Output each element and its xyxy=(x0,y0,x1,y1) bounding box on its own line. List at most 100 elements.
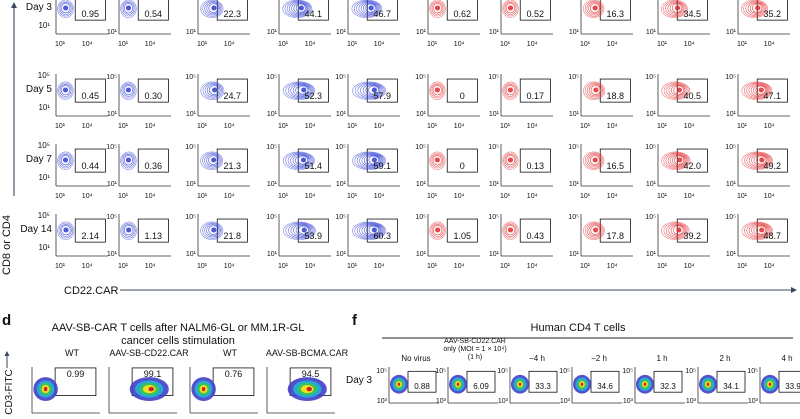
plot-r3-c1-tick-x-high: 10⁴ xyxy=(145,263,156,270)
plot-r3-c3-tick-x-low: 10¹ xyxy=(278,263,289,270)
panel-d-title-line1: AAV-SB-CAR T cells after NALM6-GL or MM.… xyxy=(52,322,305,334)
plot-r1-c7-contours xyxy=(583,81,606,100)
plot-r3-c5-gate-value: 1.05 xyxy=(454,231,472,241)
plot-r0-c7-contours xyxy=(583,0,605,18)
panel-f-plot-0-tick-y-high: 10⁵ xyxy=(376,368,387,375)
plot-r1-c6-tick-y-low: 10¹ xyxy=(489,111,500,118)
plot-r3-c7-tick-y-high: 10⁵ xyxy=(568,214,579,221)
plot-r0-c7-tick-y-low: 10¹ xyxy=(569,29,580,36)
plot-r1-c5-contours xyxy=(429,81,446,100)
plot-r3-c7-contours xyxy=(583,221,605,240)
plot-r3-c3-contours xyxy=(282,221,316,240)
plot-r3-c9-tick-y-low: 10¹ xyxy=(726,251,737,258)
plot-r0-c0-contours xyxy=(57,0,74,18)
panel-f-title: Human CD4 T cells xyxy=(531,322,626,334)
plot-r2-c8-tick-x-low: 10¹ xyxy=(657,193,668,200)
panel-f-letter: f xyxy=(352,312,358,329)
plot-r1-c1-gate-value: 0.30 xyxy=(145,91,163,101)
panel-f-plot-4-label: 1 h xyxy=(656,354,667,363)
panel-f-plot-3-gate-value: 34.6 xyxy=(597,382,613,391)
plot-r2-c7-tick-y-low: 10¹ xyxy=(569,181,580,188)
panel-d-plot-1-label: AAV-SB-CD22.CAR xyxy=(109,348,189,358)
plot-r1-c5-gate-value: 0 xyxy=(460,91,465,101)
panel-f-plot-2: −4 h 10⁵ 10³ 33.3 xyxy=(497,354,560,405)
plot-r1-c1-tick-x-high: 10⁴ xyxy=(145,123,156,130)
panel-d-plot-3: AAV-SB-BCMA.CAR 94.5 xyxy=(266,348,349,414)
panel-f-row-label: Day 3 xyxy=(346,375,373,386)
plot-r1-c5-tick-y-high: 10⁵ xyxy=(415,74,426,81)
plot-r0-c1-tick-y-low: 10¹ xyxy=(107,29,118,36)
plot-r2-c9-gate-value: 49.2 xyxy=(764,161,782,171)
plot-r3-c3-gate-value: 53.9 xyxy=(305,231,323,241)
plot-r0-c5-tick-y-low: 10¹ xyxy=(416,29,427,36)
plot-r0-c5-gate xyxy=(446,0,478,21)
plot-r1-c2-tick-x-low: 10¹ xyxy=(197,123,208,130)
plot-r0-c2-tick-x-high: 10⁴ xyxy=(224,41,235,48)
top-y-axis-label: CD8 or CD4 xyxy=(1,215,13,275)
plot-r2-c2-gate xyxy=(216,148,248,173)
plot-r1-c0-gate-value: 0.45 xyxy=(82,91,100,101)
plot-r1-c3-tick-x-low: 10¹ xyxy=(278,123,289,130)
plot-r2-c2-tick-y-high: 10⁵ xyxy=(185,144,196,151)
plot-r3-c5-contours xyxy=(429,221,446,240)
plot-r1-c2-tick-x-high: 10⁴ xyxy=(224,123,235,130)
plot-r2-c6-tick-x-low: 10¹ xyxy=(500,193,511,200)
plot-r0-c3-tick-y-low: 10¹ xyxy=(267,29,278,36)
plot-r2-c3-tick-y-low: 10¹ xyxy=(267,181,278,188)
plot-r3-c7-tick-x-low: 10¹ xyxy=(580,263,591,270)
plot-r0-c1-tick-x-high: 10⁴ xyxy=(145,41,156,48)
plot-r3-c3-tick-y-low: 10¹ xyxy=(267,251,278,258)
plot-r1-c9-gate xyxy=(756,78,788,103)
plot-r0-c9-tick-y-low: 10¹ xyxy=(726,29,737,36)
panel-f-plot-5-tick-y-high: 10⁵ xyxy=(685,368,696,375)
plot-r1-c6-gate xyxy=(519,78,551,103)
plot-r1-c0-contours xyxy=(57,81,74,100)
plot-r0-c8-tick-y-low: 10¹ xyxy=(646,29,657,36)
plot-r3-c6-gate-value: 0.43 xyxy=(527,231,545,241)
plot-r0-c5-tick-x-low: 10¹ xyxy=(427,41,438,48)
plot-r3-c5-tick-x-low: 10¹ xyxy=(427,263,438,270)
plot-r1-c5-tick-x-high: 10⁴ xyxy=(454,123,465,130)
plot-r0-c8-gate-value: 34.5 xyxy=(684,9,702,19)
flow-plot-grid-d: WT 0.99 AAV-SB-CD22.CAR 99.1 WT 0.76 AAV-SB-BC… xyxy=(31,348,349,414)
plot-r1-c4-gate xyxy=(366,78,398,103)
plot-r1-c9-tick-x-high: 10⁴ xyxy=(764,123,775,130)
plot-r0-c7-gate-value: 16.3 xyxy=(607,9,625,19)
plot-r1-c5-tick-x-low: 10¹ xyxy=(427,123,438,130)
panel-f-plot-2-tick-y-low: 10³ xyxy=(498,398,509,405)
panel-f-plot-4-gate xyxy=(653,370,683,393)
plot-r1-c4-contours xyxy=(352,81,387,100)
plot-r0-c9-gate-value: 35.2 xyxy=(764,9,782,19)
panel-f-plot-3-tick-y-low: 10³ xyxy=(560,398,571,405)
plot-r1-c4-tick-y-low: 10¹ xyxy=(336,111,347,118)
plot-r0-c3-contours xyxy=(282,0,313,18)
panel-f-plot-6-tick-y-low: 10³ xyxy=(748,398,759,405)
panel-f-plot-1-label-line1: AAV-SB-CD22.CAR xyxy=(444,338,506,345)
plot-r3-c8-tick-y-low: 10¹ xyxy=(646,251,657,258)
plot-r3-c0-tick-x-high: 10⁴ xyxy=(82,263,93,270)
flow-plot-grid-top: Day 310⁵10¹0.9510¹10⁴0.5410⁵10¹10¹10⁴22.… xyxy=(20,0,790,270)
plot-r1-c9-gate-value: 47.1 xyxy=(764,91,782,101)
plot-r2-c0-contours xyxy=(57,151,74,170)
plot-r2-c6-contours xyxy=(502,151,519,170)
plot-r0-c6-gate xyxy=(519,0,551,21)
row-3-tick-y-low: 10¹ xyxy=(38,243,50,252)
panel-f-plot-2-label: −4 h xyxy=(529,354,545,363)
plot-r1-c9-contours xyxy=(741,81,773,100)
plot-r0-c0-tick-x-high: 10⁴ xyxy=(82,41,93,48)
plot-r2-c5-gate-value: 0 xyxy=(460,161,465,171)
plot-r0-c7-tick-x-high: 10⁴ xyxy=(607,41,618,48)
plot-r2-c6-tick-y-high: 10⁵ xyxy=(488,144,499,151)
plot-r3-c4-gate xyxy=(366,218,398,243)
